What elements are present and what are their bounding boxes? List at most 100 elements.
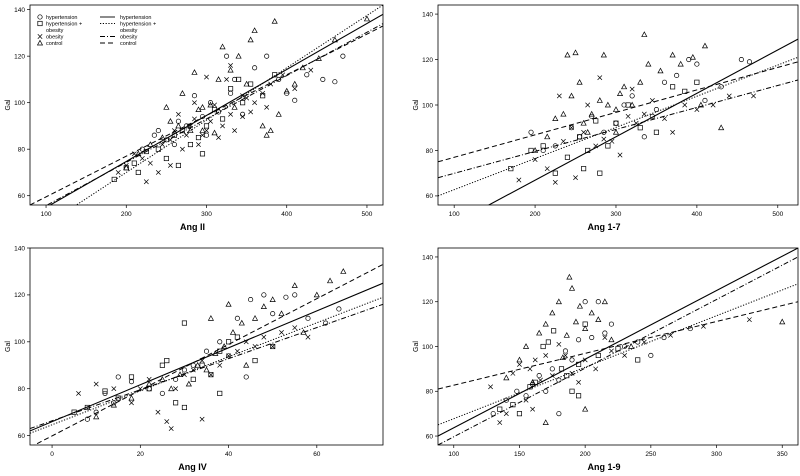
data-point-circle (621, 102, 627, 108)
data-point-circle (304, 72, 310, 78)
data-point-triangle (544, 133, 551, 140)
data-point-square (682, 88, 688, 94)
data-point-triangle (199, 103, 206, 110)
data-point-circle (635, 339, 641, 345)
data-point-circle (203, 132, 210, 138)
data-point-square (508, 166, 514, 172)
data-point-circle (115, 374, 121, 380)
data-point-cross (226, 353, 232, 359)
data-point-square (155, 146, 161, 152)
data-point-circle (540, 147, 546, 154)
data-point-circle (248, 297, 254, 303)
data-point-cross (710, 102, 716, 108)
legend-label: obesity (46, 35, 64, 41)
data-point-circle (536, 373, 542, 379)
data-point-triangle (267, 127, 274, 133)
data-point-square (581, 166, 587, 172)
data-point-triangle (559, 354, 566, 361)
data-point-triangle (620, 83, 628, 90)
data-point-triangle (159, 134, 166, 140)
data-point-triangle (300, 329, 307, 335)
data-point-square (597, 170, 603, 176)
data-point-circle (128, 379, 135, 385)
data-point-square (516, 411, 523, 417)
data-point-triangle (229, 329, 237, 335)
data-point-triangle (146, 380, 153, 387)
data-point-cross (503, 411, 509, 417)
data-point-cross (179, 146, 185, 152)
x-axis-title: Ang 1-9 (587, 462, 620, 472)
data-point-cross (217, 362, 223, 368)
data-point-cross (516, 177, 522, 183)
data-point-cross (280, 72, 286, 78)
legend-line-sublabel: obesity (120, 28, 138, 34)
x-tick-label: 400 (281, 211, 292, 218)
data-point-triangle (238, 319, 245, 326)
data-point-circle (549, 366, 555, 372)
data-point-cross (155, 169, 161, 175)
fit-line-hypertension (487, 38, 798, 205)
data-point-cross (196, 142, 201, 147)
data-point-circle (543, 388, 549, 394)
fit-line-obesity (30, 303, 383, 430)
data-point-triangle (251, 315, 259, 321)
data-point-triangle (227, 66, 234, 73)
data-point-cross (746, 317, 752, 323)
data-point-square (540, 343, 546, 350)
data-point-cross (173, 386, 179, 392)
data-point-cross (243, 339, 249, 345)
data-point-cross (199, 358, 205, 364)
data-point-cross (622, 353, 628, 358)
data-point-cross (208, 372, 214, 378)
data-point-circle (146, 386, 152, 392)
data-point-cross (602, 335, 608, 340)
y-axis-title: Gal (5, 99, 12, 110)
data-point-square (190, 376, 196, 382)
data-points (508, 31, 756, 185)
data-point-circle (252, 65, 258, 71)
data-point-cross (93, 381, 99, 387)
data-point-circle (336, 306, 342, 312)
data-point-triangle (110, 401, 117, 408)
data-point-triangle (628, 343, 635, 349)
y-tick-label: 80 (18, 146, 26, 153)
data-point-triangle (629, 101, 636, 108)
data-point-square (510, 402, 516, 408)
data-point-square (613, 120, 619, 126)
data-point-triangle (600, 51, 607, 58)
data-point-cross (192, 100, 197, 106)
data-point-cross (252, 100, 258, 106)
data-point-square (163, 155, 169, 162)
data-point-square (595, 352, 601, 359)
data-point-cross (208, 118, 213, 124)
data-point-circle (224, 53, 230, 59)
data-point-circle (528, 129, 534, 135)
chart-panel-4: 100 150 200 250 300 350 60 80 100 120 140 Ang 1-9 Ga… (413, 247, 799, 472)
data-point-square (564, 373, 570, 379)
data-point-cross (629, 86, 635, 92)
data-point-triangle (612, 128, 620, 135)
data-point-triangle (779, 318, 786, 325)
data-point-circle (674, 72, 680, 79)
legend-marker (37, 20, 43, 27)
data-point-triangle (645, 60, 652, 67)
fit-line-control (438, 301, 798, 390)
data-point-square (111, 176, 117, 182)
data-point-triangle (219, 43, 226, 50)
data-point-triangle (211, 129, 218, 136)
data-point-circle (155, 128, 161, 134)
data-point-cross (308, 67, 314, 73)
y-axis-title: Gal (413, 341, 420, 352)
data-point-cross (608, 348, 614, 354)
y-axis-title: Gal (413, 99, 420, 110)
fit-line-hypertension (30, 282, 383, 432)
data-point-circle (199, 114, 206, 120)
data-point-circle (111, 400, 117, 406)
data-point-circle (171, 141, 177, 148)
data-point-triangle (612, 106, 620, 112)
data-point-circle (746, 59, 753, 65)
data-point-square (234, 334, 240, 340)
data-point-triangle (221, 343, 228, 349)
data-point-circle (207, 100, 214, 106)
